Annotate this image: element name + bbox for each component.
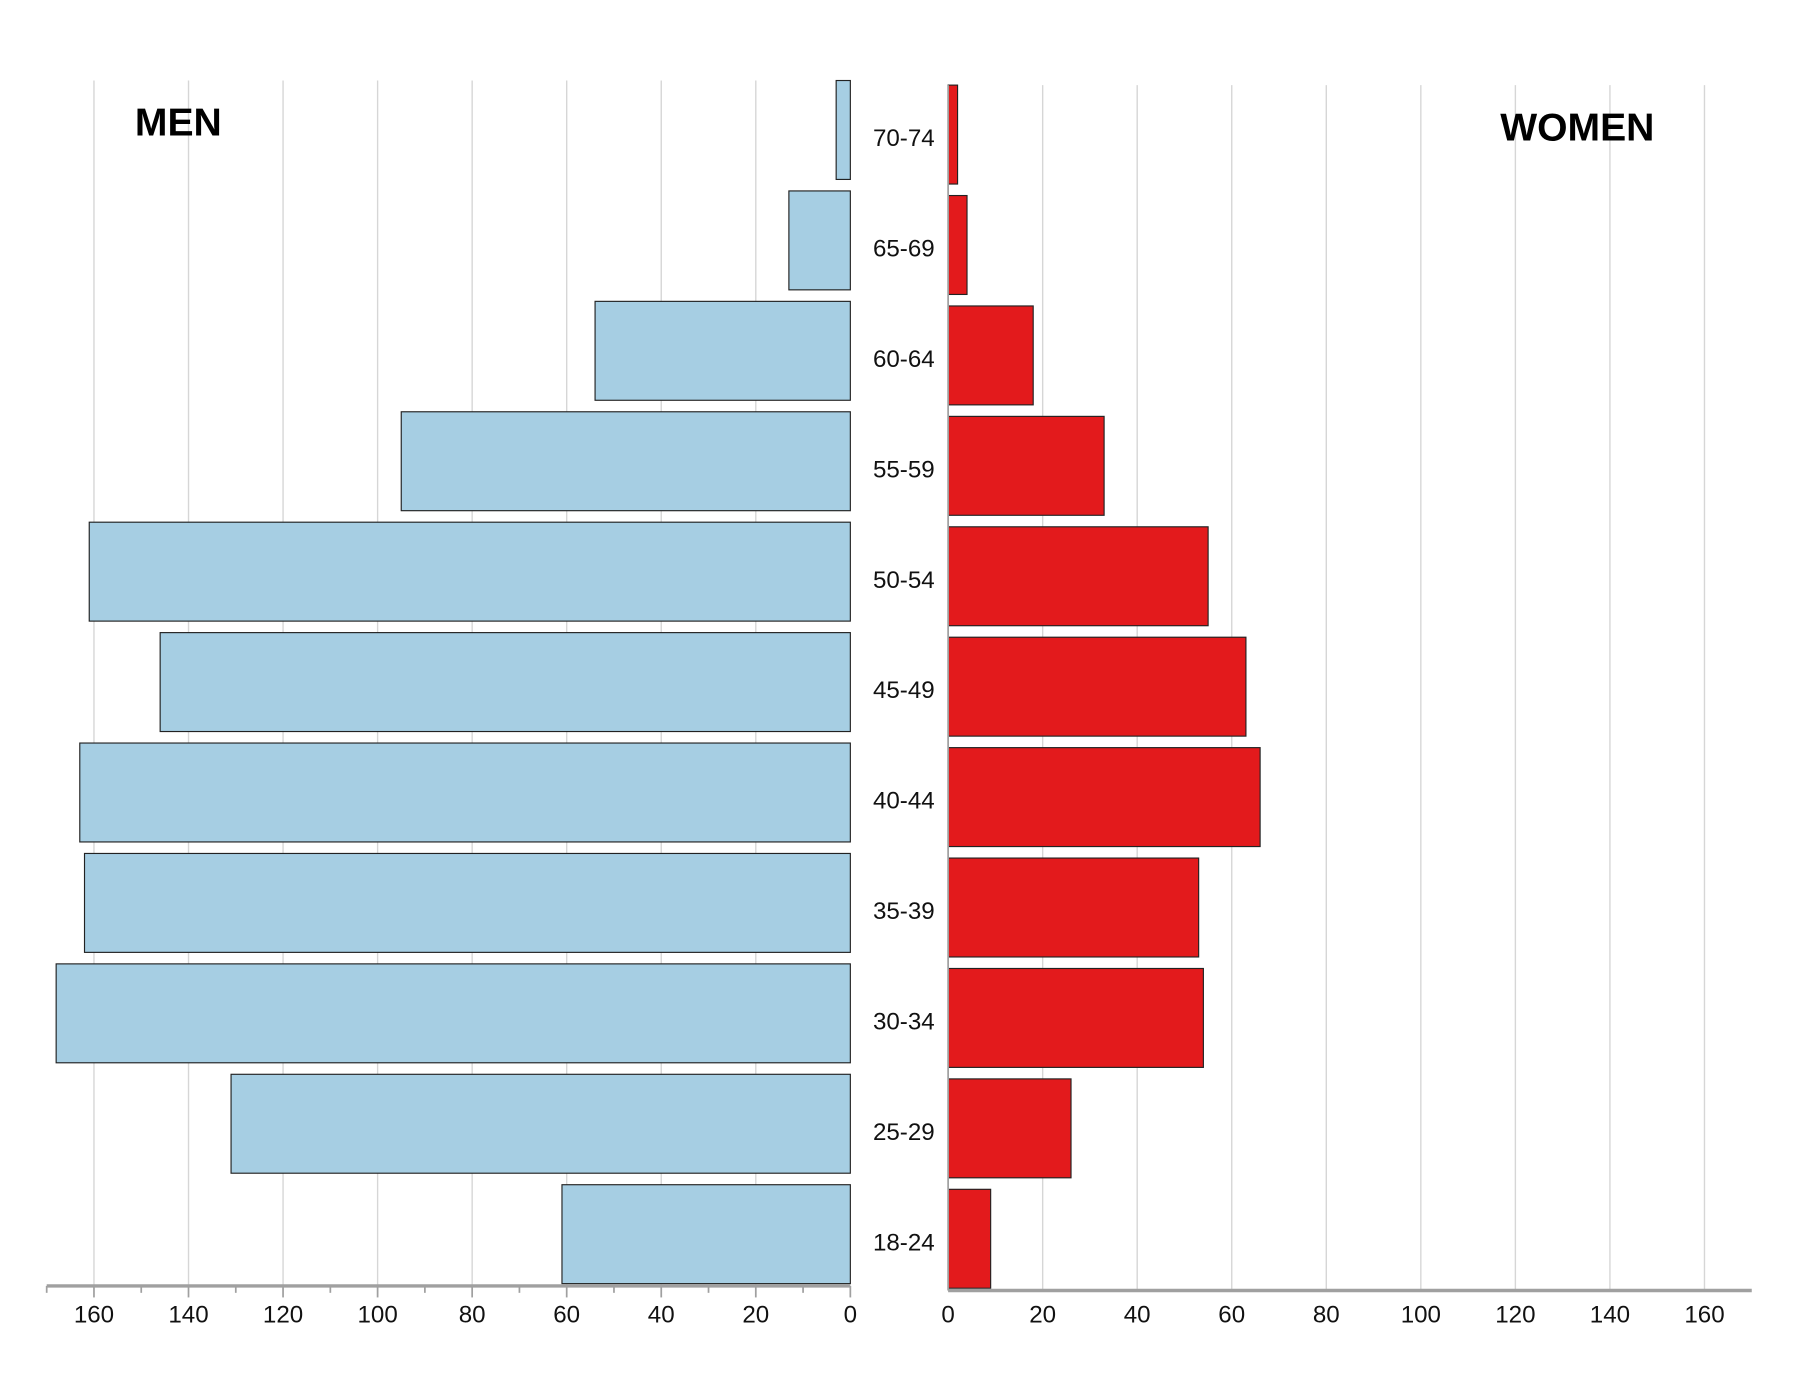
tick-label-left: 80 [459,1302,486,1329]
tick-label-left: 0 [844,1302,857,1329]
bar-men [561,1184,851,1285]
bar-men [788,190,851,291]
tick-label-left: 120 [263,1302,303,1329]
bar-men [594,300,851,401]
category-label: 30-34 [873,1008,935,1035]
axes: 0 0 20 20 40 40 60 60 80 80 100 100 120 120 140 140 160 1… [45,85,1752,1329]
tick-label-right: 60 [1218,1302,1245,1329]
category-label: 70-74 [873,125,935,152]
tick-label-right: 120 [1495,1302,1535,1329]
bar-women [947,415,1105,516]
tick-label-right: 100 [1401,1302,1441,1329]
bar-men [83,852,851,953]
bar-women [947,967,1204,1068]
bar-men [55,963,851,1064]
tick-label-right: 160 [1684,1302,1724,1329]
tick-label-right: 80 [1313,1302,1340,1329]
bar-women [947,194,968,296]
tick-label-right: 20 [1029,1302,1056,1329]
category-labels: 70-74 65-69 60-64 55-59 50-54 45-49 40-44 35-39… [873,125,935,1256]
bar-men [400,411,851,512]
category-label: 40-44 [873,788,935,815]
bar-women [947,857,1200,958]
bar-women [947,526,1209,627]
tick-label-left: 140 [168,1302,208,1329]
category-label: 35-39 [873,898,935,925]
bar-men [79,742,851,843]
category-label: 45-49 [873,677,935,704]
bar-men [88,521,851,622]
tick-label-left: 100 [357,1302,397,1329]
tick-label-right: 0 [941,1302,954,1329]
category-label: 50-54 [873,567,935,594]
category-label: 25-29 [873,1119,935,1146]
tick-label-right: 140 [1590,1302,1630,1329]
bar-women [947,747,1261,848]
tick-label-right: 40 [1124,1302,1151,1329]
bar-men [159,632,851,733]
bar-women [947,1188,992,1289]
bar-women [947,1078,1072,1179]
category-label: 60-64 [873,346,935,373]
tick-label-left: 40 [648,1302,675,1329]
tick-label-left: 20 [742,1302,769,1329]
tick-label-left: 160 [74,1302,114,1329]
bar-men [230,1073,851,1174]
tick-label-left: 60 [553,1302,580,1329]
bars [55,79,1261,1289]
category-label: 55-59 [873,456,935,483]
bar-women [947,636,1247,737]
bar-women [947,84,959,185]
men-label: MEN [135,102,222,145]
bar-men [835,79,851,181]
category-label: 18-24 [873,1229,935,1256]
category-label: 65-69 [873,235,935,262]
women-label: WOMEN [1500,106,1654,149]
bar-women [947,305,1034,406]
